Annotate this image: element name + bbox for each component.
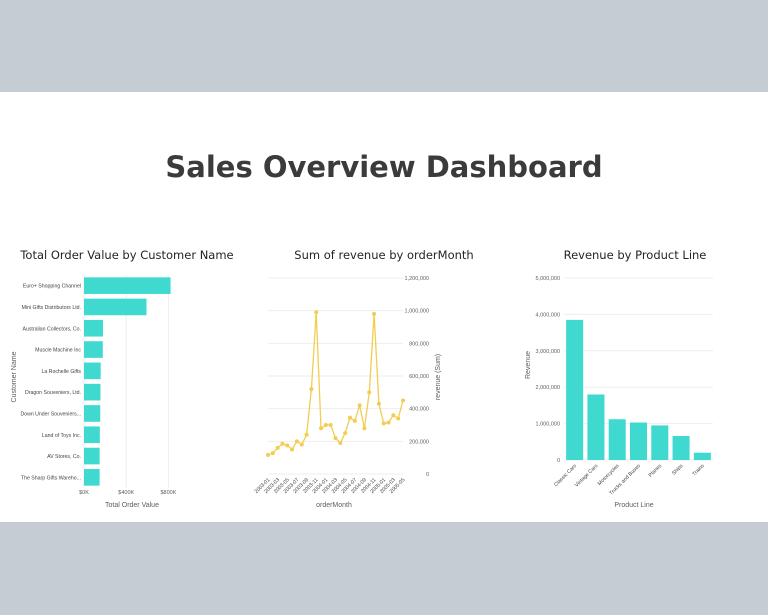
data-point bbox=[290, 447, 295, 452]
category-label: Trains bbox=[691, 463, 706, 478]
y-axis-label: revenue (Sum) bbox=[435, 354, 442, 400]
bar bbox=[84, 277, 171, 294]
y-tick-label: 200,000 bbox=[409, 439, 429, 445]
bar bbox=[84, 447, 100, 465]
data-point bbox=[294, 439, 299, 444]
bar bbox=[84, 405, 101, 422]
category-label: Ships bbox=[671, 463, 685, 477]
category-label: Dragon Souveniers, Ltd. bbox=[25, 390, 81, 396]
customer-order-value-chart[interactable]: Total Order Value by Customer Name Total… bbox=[0, 245, 256, 515]
bar bbox=[84, 341, 103, 358]
data-point bbox=[367, 390, 372, 395]
revenue-by-product-line-svg: Revenue by Product Line Product Line Rev… bbox=[525, 248, 713, 509]
bar bbox=[84, 362, 101, 380]
y-tick-label: 3,000,000 bbox=[536, 349, 560, 355]
category-label: Euro+ Shopping Channel bbox=[23, 284, 81, 290]
data-point bbox=[386, 420, 391, 425]
data-point bbox=[381, 421, 386, 426]
data-point bbox=[338, 440, 343, 445]
category-label: The Sharp Gifts Wareho... bbox=[21, 475, 81, 481]
bar bbox=[84, 426, 100, 444]
data-point bbox=[401, 398, 405, 403]
data-point bbox=[376, 401, 381, 406]
data-point bbox=[347, 415, 352, 420]
x-axis-label: Total Order Value bbox=[105, 502, 159, 509]
y-tick-label: 600,000 bbox=[409, 374, 429, 380]
data-point bbox=[285, 443, 290, 448]
category-label: Land of Toys Inc. bbox=[42, 433, 81, 439]
chart-title: Sum of revenue by orderMonth bbox=[294, 248, 473, 262]
bar bbox=[84, 298, 147, 316]
data-point bbox=[319, 426, 324, 431]
category-label: Planes bbox=[648, 463, 664, 479]
category-label: Vintage Cars bbox=[574, 463, 600, 489]
chart-title: Revenue by Product Line bbox=[564, 248, 707, 262]
data-point bbox=[304, 432, 309, 437]
data-point bbox=[352, 418, 357, 423]
data-point bbox=[270, 451, 275, 456]
category-label: Muscle Machine Inc bbox=[35, 348, 81, 354]
data-point bbox=[266, 453, 270, 458]
y-axis-label: Customer Name bbox=[11, 351, 18, 402]
x-tick-label: $800K bbox=[160, 490, 176, 496]
category-label: Australian Collectors, Co. bbox=[22, 326, 81, 332]
category-label: Mini Gifts Distributors Ltd. bbox=[22, 305, 81, 311]
category-label: AV Stores, Co. bbox=[47, 454, 81, 460]
data-point bbox=[323, 423, 328, 427]
bar bbox=[672, 435, 690, 460]
category-label: Down Under Souveniers... bbox=[20, 411, 81, 417]
dashboard-title: Sales Overview Dashboard bbox=[165, 150, 603, 184]
bar bbox=[84, 319, 103, 337]
data-point bbox=[343, 431, 348, 436]
data-point bbox=[299, 442, 304, 447]
y-tick-label: 1,000,000 bbox=[536, 422, 560, 428]
y-tick-label: 800,000 bbox=[409, 341, 429, 347]
y-tick-label: 1,000,000 bbox=[405, 309, 429, 315]
x-tick-label: $400K bbox=[118, 490, 134, 496]
data-point bbox=[280, 441, 285, 446]
bar bbox=[693, 452, 711, 460]
revenue-by-month-svg: Sum of revenue by orderMonth orderMonth … bbox=[254, 248, 474, 509]
data-point bbox=[391, 413, 396, 418]
data-point bbox=[357, 403, 362, 408]
data-point bbox=[372, 311, 377, 316]
data-point bbox=[362, 426, 367, 431]
revenue-by-month-chart[interactable]: Sum of revenue by orderMonth orderMonth … bbox=[254, 245, 512, 515]
data-point bbox=[314, 310, 319, 315]
y-tick-label: 2,000,000 bbox=[536, 385, 560, 391]
y-tick-label: 0 bbox=[557, 458, 560, 464]
data-point bbox=[275, 445, 280, 450]
y-tick-label: 1,200,000 bbox=[405, 276, 429, 282]
customer-order-value-svg: Total Order Value by Customer Name Total… bbox=[11, 248, 234, 509]
bar bbox=[608, 419, 626, 460]
y-tick-label: 0 bbox=[426, 472, 429, 478]
y-axis-label: Revenue bbox=[525, 351, 532, 379]
y-tick-label: 4,000,000 bbox=[536, 312, 560, 318]
series-line bbox=[267, 312, 404, 456]
data-point bbox=[328, 423, 333, 427]
data-point bbox=[396, 416, 401, 421]
bar bbox=[629, 422, 648, 460]
x-axis-label: Product Line bbox=[614, 502, 653, 509]
data-point bbox=[333, 436, 338, 441]
data-point bbox=[309, 387, 314, 392]
bar bbox=[651, 425, 669, 460]
bar bbox=[84, 383, 101, 401]
x-axis-label: orderMonth bbox=[316, 502, 352, 509]
category-label: La Rochelle Gifts bbox=[41, 369, 81, 375]
bar bbox=[566, 319, 584, 460]
y-tick-label: 400,000 bbox=[409, 407, 429, 413]
bar bbox=[84, 469, 100, 486]
revenue-by-product-line-chart[interactable]: Revenue by Product Line Product Line Rev… bbox=[512, 245, 768, 515]
bar bbox=[587, 394, 605, 460]
x-tick-label: $0K bbox=[79, 490, 89, 496]
y-tick-label: 5,000,000 bbox=[536, 276, 560, 282]
chart-title: Total Order Value by Customer Name bbox=[19, 248, 233, 262]
